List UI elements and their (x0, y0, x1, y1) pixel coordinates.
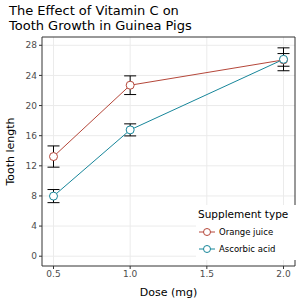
svg-text:2.0: 2.0 (276, 269, 291, 279)
svg-text:12: 12 (26, 161, 37, 171)
svg-text:4: 4 (31, 221, 37, 231)
svg-text:20: 20 (26, 101, 38, 111)
svg-text:8: 8 (31, 191, 37, 201)
svg-text:1.5: 1.5 (200, 269, 214, 279)
html-text:Orange juice: Orange juice (219, 226, 274, 237)
svg-text:0.5: 0.5 (46, 269, 60, 279)
svg-text:24: 24 (26, 71, 38, 81)
svg-text:1.0: 1.0 (123, 269, 138, 279)
svg-text:16: 16 (26, 131, 38, 141)
svg-text:0: 0 (31, 251, 37, 261)
html-text:Ascorbic acid: Ascorbic acid (219, 243, 276, 254)
svg-text:Tooth length: Tooth length (8, 117, 17, 186)
html-text:Supplement type: Supplement type (198, 208, 289, 220)
svg-text:Dose (mg): Dose (mg) (140, 286, 197, 299)
html-text:The Effect of Vitamin C on Too: The Effect of Vitamin C on Tooth Growth … (9, 3, 192, 33)
svg-text:28: 28 (26, 40, 38, 50)
